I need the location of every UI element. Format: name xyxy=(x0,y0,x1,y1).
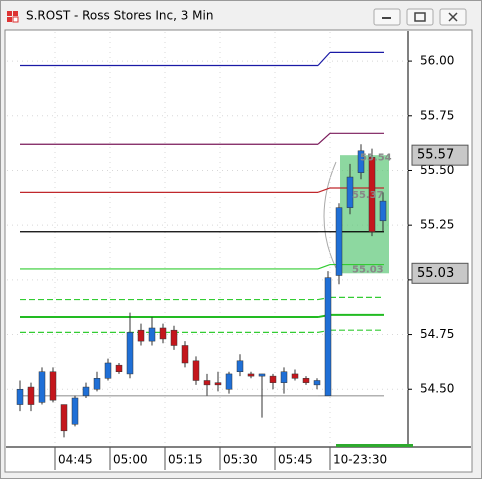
candle-body xyxy=(93,378,101,390)
candle-body xyxy=(38,371,46,403)
candle-body xyxy=(247,373,255,377)
candle-body xyxy=(269,375,277,383)
candle-body xyxy=(192,360,200,381)
candle-body xyxy=(280,371,288,383)
candle-body xyxy=(346,176,354,208)
candle-body xyxy=(368,157,376,232)
window-buttons[interactable] xyxy=(373,8,467,26)
candle-body xyxy=(126,332,134,375)
restore-button[interactable] xyxy=(406,8,434,26)
y-tick-label: 54.50 xyxy=(420,382,454,396)
candle-body xyxy=(225,373,233,390)
y-tick-label: 55.25 xyxy=(420,218,454,232)
x-tick-label: 04:45 xyxy=(58,453,93,467)
level-step xyxy=(317,187,331,193)
chart-panel xyxy=(4,29,473,473)
price-marker-label: 55.54 xyxy=(360,153,392,164)
candle-body xyxy=(313,380,321,386)
candle-body xyxy=(379,200,387,222)
candle-body xyxy=(302,378,310,383)
selection-arc xyxy=(323,161,337,269)
candle-body xyxy=(357,150,365,173)
y-tick-label: 55.50 xyxy=(420,163,454,177)
candle-body xyxy=(335,207,343,276)
level-step xyxy=(317,263,331,270)
candle-body xyxy=(148,327,156,342)
candle-body xyxy=(159,327,167,340)
candle-body xyxy=(214,382,222,386)
candle-body xyxy=(71,397,79,425)
x-tick-label: 10-23:30 xyxy=(333,453,387,467)
candle-body xyxy=(170,329,178,346)
price-marker-label: 55.03 xyxy=(352,264,384,275)
candle-body xyxy=(27,386,35,405)
candle-body xyxy=(115,364,123,372)
candle-body xyxy=(104,362,112,379)
candle-body xyxy=(60,404,68,432)
restore-icon xyxy=(414,12,426,22)
price-box-label: 55.57 xyxy=(417,148,454,163)
bottom-bar xyxy=(336,444,413,447)
candle-body xyxy=(49,371,57,401)
x-tick-label: 05:00 xyxy=(113,453,148,467)
x-tick-label: 05:30 xyxy=(223,453,258,467)
close-icon xyxy=(448,12,458,22)
candle-body xyxy=(236,360,244,372)
candle-body xyxy=(137,329,145,342)
level-step xyxy=(317,51,331,66)
window-title: S.ROST - Ross Stores Inc, 3 Min xyxy=(26,9,213,23)
level-step xyxy=(317,132,331,145)
candle-body xyxy=(291,373,299,379)
candle-body xyxy=(203,380,211,386)
price-marker-label: 55.37 xyxy=(352,190,384,201)
candle-body xyxy=(258,373,266,377)
candle-body xyxy=(16,388,24,405)
x-tick-label: 05:45 xyxy=(278,453,313,467)
price-box xyxy=(411,144,469,166)
minimize-icon xyxy=(382,17,391,19)
candle-body xyxy=(181,345,189,364)
app-icon xyxy=(7,11,19,23)
plot-area: 56.0055.7555.5055.2555.0054.7554.5004:45… xyxy=(7,32,469,470)
x-tick-label: 05:15 xyxy=(168,453,203,467)
title-bar xyxy=(1,1,481,29)
y-tick-label: 54.75 xyxy=(420,327,454,341)
y-tick-label: 55.75 xyxy=(420,108,454,122)
y-tick-label: 56.00 xyxy=(420,54,454,68)
price-box xyxy=(411,262,469,284)
candle-body xyxy=(324,277,332,397)
price-box-label: 55.03 xyxy=(417,266,454,281)
candle-body xyxy=(82,386,90,397)
